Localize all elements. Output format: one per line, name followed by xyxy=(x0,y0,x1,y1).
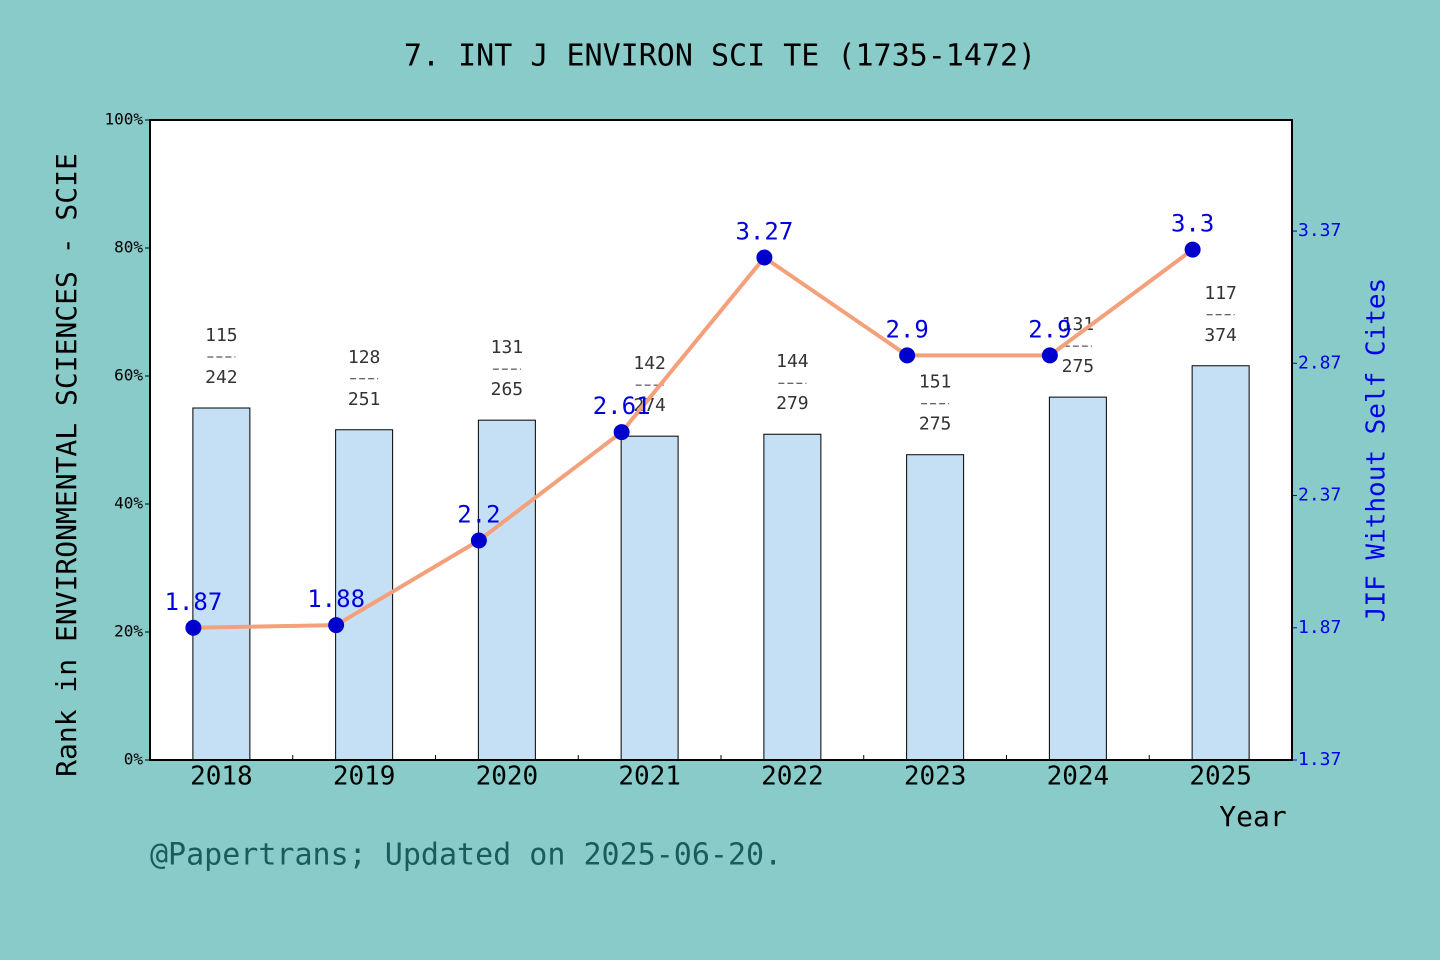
y2-tick-label: 2.87 xyxy=(1298,352,1341,373)
x-axis-label: Year xyxy=(1219,800,1286,833)
y2-tick-label: 2.37 xyxy=(1298,485,1341,506)
y-tick-label: 40% xyxy=(114,494,143,513)
jif-label: 2.61 xyxy=(593,392,651,420)
total-label: 242 xyxy=(205,367,238,388)
jif-label: 3.3 xyxy=(1171,210,1214,238)
x-tick-label: 2019 xyxy=(333,762,396,792)
plot-area xyxy=(150,120,1292,760)
x-tick-label: 2020 xyxy=(476,762,539,792)
bar xyxy=(335,429,394,761)
jif-label: 3.27 xyxy=(735,218,793,246)
rank-label: 144 xyxy=(776,351,809,372)
y2-tick-label: 1.37 xyxy=(1298,749,1341,770)
jif-point xyxy=(1184,241,1201,258)
bar xyxy=(192,407,251,761)
rank-label: 115 xyxy=(205,325,238,346)
bar xyxy=(1191,365,1250,761)
y2-axis-label: JIF Without Self Cites xyxy=(1362,278,1392,622)
y-axis-label: Rank in ENVIRONMENTAL SCIENCES - SCIE xyxy=(50,153,83,777)
y-tick-label: 0% xyxy=(124,750,144,769)
jif-point xyxy=(328,617,345,634)
x-tick-label: 2022 xyxy=(761,762,824,792)
jif-point xyxy=(756,249,773,266)
jif-point xyxy=(613,424,630,441)
footer: @Papertrans; Updated on 2025-06-20. xyxy=(150,838,782,873)
y-tick-label: 60% xyxy=(114,366,143,385)
jif-label: 1.88 xyxy=(307,585,365,613)
rank-label: 131 xyxy=(491,337,524,358)
bar xyxy=(477,419,536,761)
rank-label: 128 xyxy=(348,347,381,368)
jif-label: 1.87 xyxy=(164,588,222,616)
jif-line xyxy=(193,247,1194,630)
y-tick-label: 20% xyxy=(114,622,143,641)
x-tick-label: 2023 xyxy=(904,762,967,792)
x-tick-label: 2021 xyxy=(618,762,681,792)
rank-label: 151 xyxy=(919,372,952,393)
total-label: 275 xyxy=(919,414,952,435)
y2-tick-label: 3.37 xyxy=(1298,220,1341,241)
y2-tick-label: 1.87 xyxy=(1298,617,1341,638)
bar xyxy=(906,454,965,761)
x-tick-label: 2018 xyxy=(190,762,253,792)
jif-point xyxy=(899,347,916,364)
total-label: 279 xyxy=(776,393,809,414)
total-label: 275 xyxy=(1062,356,1095,377)
jif-point xyxy=(185,619,202,636)
bar xyxy=(763,433,822,761)
x-tick-label: 2025 xyxy=(1189,762,1252,792)
bar xyxy=(1048,396,1107,761)
total-label: 251 xyxy=(348,389,381,410)
jif-point xyxy=(470,532,487,549)
jif-label: 2.2 xyxy=(457,500,500,528)
total-label: 265 xyxy=(491,379,524,400)
x-tick-label: 2024 xyxy=(1047,762,1110,792)
jif-point xyxy=(1041,347,1058,364)
rank-label: 142 xyxy=(633,353,666,374)
jif-label: 2.9 xyxy=(885,315,928,343)
y-tick-label: 100% xyxy=(104,110,143,129)
rank-label: 117 xyxy=(1204,283,1237,304)
bar xyxy=(620,435,679,761)
total-label: 374 xyxy=(1204,325,1237,346)
plot-border xyxy=(149,119,1293,761)
chart-title: 7. INT J ENVIRON SCI TE (1735-1472) xyxy=(404,39,1036,74)
jif-label: 2.9 xyxy=(1028,315,1071,343)
y-tick-label: 80% xyxy=(114,238,143,257)
